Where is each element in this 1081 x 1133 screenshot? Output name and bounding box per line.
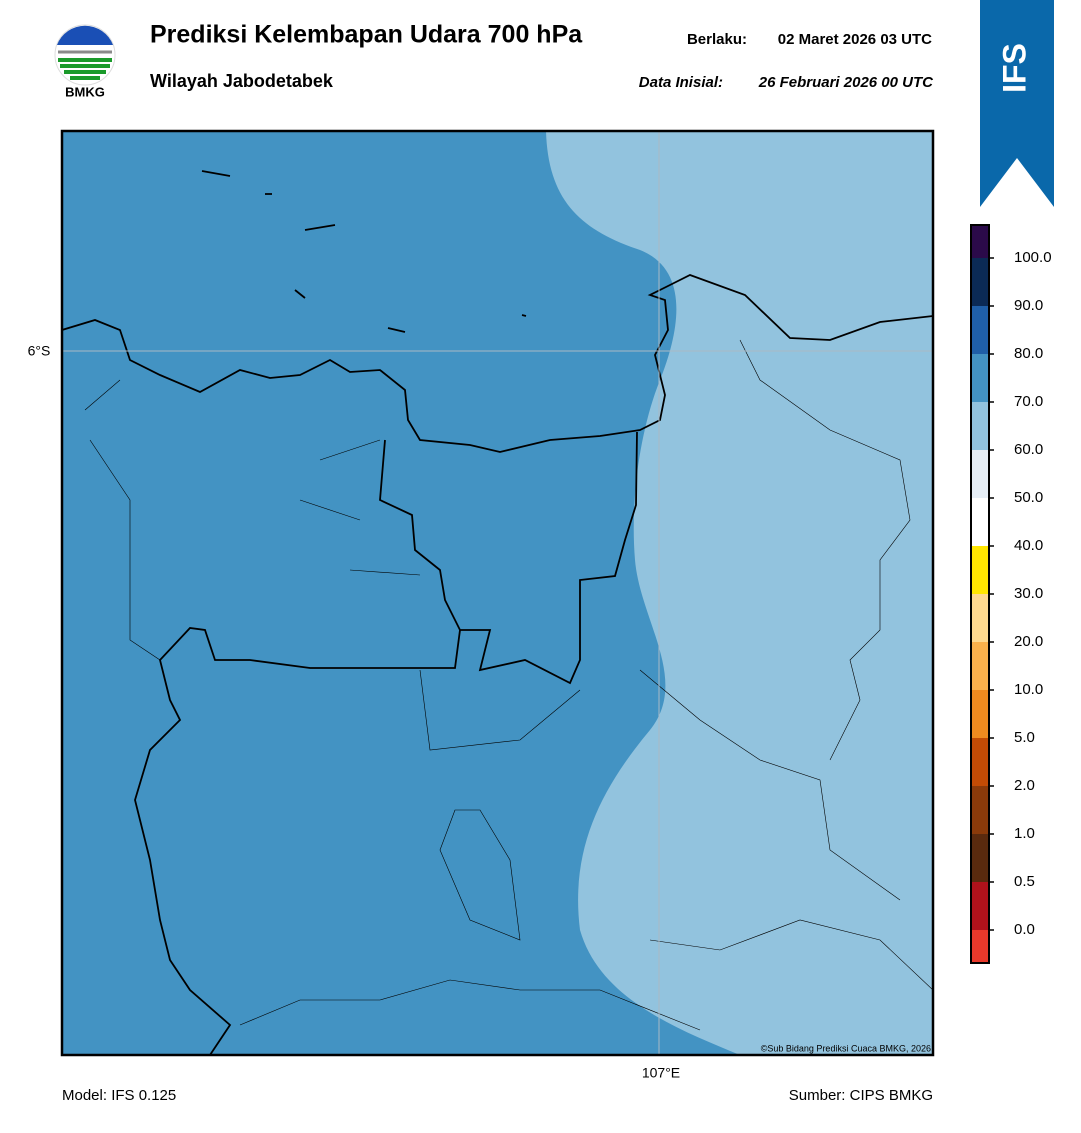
colorbar-label: 20.0 [1014,633,1043,650]
colorbar-segment [971,786,989,834]
lon-label: 107°E [642,1065,680,1081]
colorbar-label: 1.0 [1014,825,1035,842]
colorbar-segment [971,498,989,546]
colorbar-segment [971,882,989,930]
colorbar-segment [971,834,989,882]
badge [980,0,1054,207]
colorbar-label: 0.5 [1014,873,1035,890]
colorbar-label: 80.0 [1014,345,1043,362]
badge-text: IFS [996,43,1032,93]
colorbar-label: 30.0 [1014,585,1043,602]
footer-source: Sumber: CIPS BMKG [789,1087,933,1104]
valid-label: Berlaku: [687,31,747,48]
colorbar: 0.0 0.5 1.0 2.0 5.0 10.0 20.0 30.0 40.0 50.0 60.0 7… [970,224,1052,964]
valid-time: 02 Maret 2026 03 UTC [778,31,932,48]
colorbar-segment [971,258,989,306]
colorbar-segment [971,594,989,642]
colorbar-segment [971,354,989,402]
colorbar-segment [971,546,989,594]
colorbar-label: 0.0 [1014,921,1035,938]
colorbar-label: 40.0 [1014,537,1043,554]
logo: BMKG [54,24,116,99]
colorbar-segment [971,930,989,963]
init-label: Data Inisial: [639,74,723,91]
credit: ©Sub Bidang Prediksi Cuaca BMKG, 2026 [761,1043,931,1053]
map-frame [60,129,935,1057]
footer-model: Model: IFS 0.125 [62,1087,176,1104]
colorbar-segment [971,402,989,450]
colorbar-segment [971,225,989,258]
colorbar-label: 70.0 [1014,393,1043,410]
colorbar-segment [971,642,989,690]
subtitle: Wilayah Jabodetabek [150,71,334,91]
init-time: 26 Februari 2026 00 UTC [758,74,934,91]
lat-label: 6°S [28,343,51,359]
title: Prediksi Kelembapan Udara 700 hPa [150,21,583,49]
colorbar-segment [971,306,989,354]
map [62,131,933,1055]
colorbar-label: 5.0 [1014,729,1035,746]
logo-text: BMKG [65,84,105,99]
colorbar-label: 60.0 [1014,441,1043,458]
colorbar-label: 10.0 [1014,681,1043,698]
colorbar-label: 50.0 [1014,489,1043,506]
colorbar-label: 100.0 [1014,249,1052,266]
colorbar-segment [971,450,989,498]
colorbar-segment [971,738,989,786]
colorbar-segment [971,690,989,738]
colorbar-label: 2.0 [1014,777,1035,794]
colorbar-label: 90.0 [1014,297,1043,314]
